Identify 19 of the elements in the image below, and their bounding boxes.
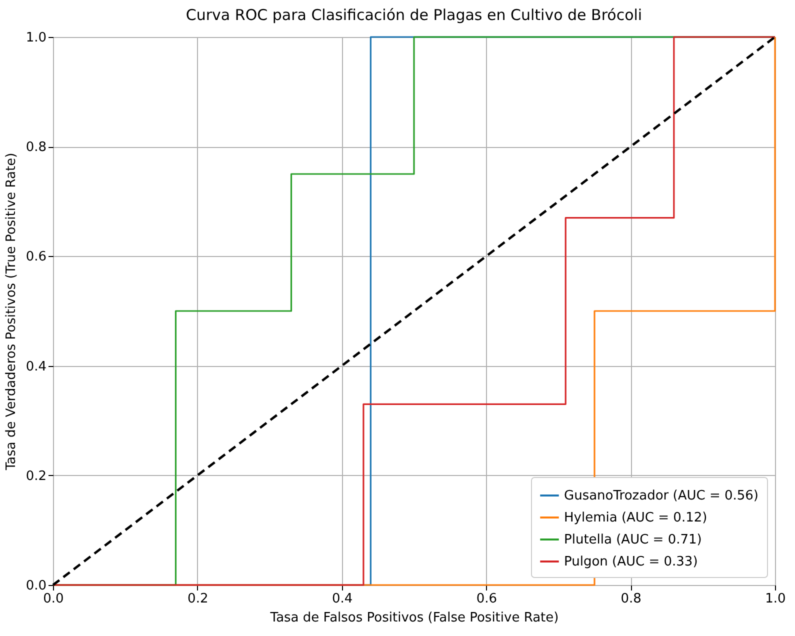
legend-label: Plutella (AUC = 0.71) [564, 532, 702, 548]
x-tick-label: 0.6 [476, 592, 498, 606]
y-tick-label: 0.2 [26, 468, 46, 484]
y-tick-label: 0.8 [26, 140, 46, 156]
legend-label: Pulgon (AUC = 0.33) [564, 554, 698, 570]
x-tick-label: 0.2 [188, 592, 208, 606]
y-tick-label: 1.0 [26, 30, 46, 46]
y-tick-label: 0.4 [26, 359, 46, 374]
x-tick-label: 0.0 [43, 592, 64, 606]
x-axis-title: Tasa de Falsos Positivos (False Positive Rate) [269, 610, 559, 626]
legend-label: Hylemia (AUC = 0.12) [564, 510, 708, 526]
y-axis-title: Tasa de Verdaderos Positivos (True Positive Rate) [4, 152, 19, 472]
x-tick-label: 1.0 [765, 592, 786, 606]
chart-title: Curva ROC para Clasificación de Plagas en Cultivo de Brócoli [186, 6, 642, 24]
x-tick-label: 0.8 [620, 592, 642, 606]
legend-label: GusanoTrozador (AUC = 0.56) [564, 488, 758, 504]
y-tick-label: 0.0 [26, 578, 46, 594]
x-tick-label: 0.4 [332, 592, 353, 606]
y-tick-label: 0.6 [26, 250, 46, 265]
